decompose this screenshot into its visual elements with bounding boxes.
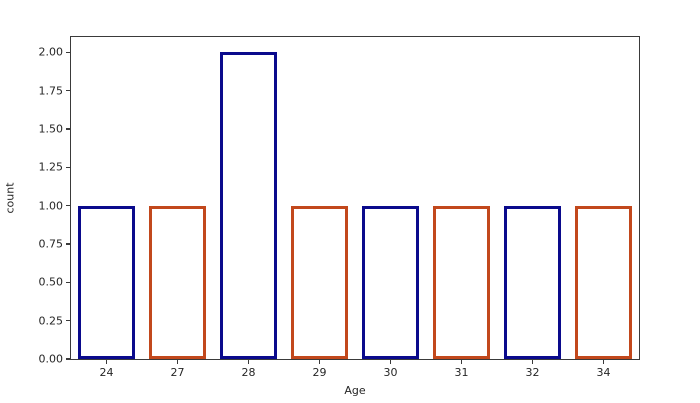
y-tick-mark: [66, 90, 70, 92]
bar-31: [433, 205, 490, 359]
bar-34: [575, 205, 632, 359]
x-tick-label: 30: [383, 366, 398, 379]
x-tick-mark: [176, 360, 179, 364]
x-tick-mark: [531, 360, 534, 364]
bar-30: [362, 205, 419, 359]
y-tick-label: 0.75: [38, 237, 64, 251]
x-axis-label: Age: [344, 384, 366, 397]
y-tick-label: 1.25: [38, 160, 64, 174]
x-tick-label: 34: [596, 366, 611, 379]
x-tick-mark: [318, 360, 321, 364]
bar-27: [149, 205, 206, 359]
x-tick-mark: [602, 360, 605, 364]
y-tick-label: 1.75: [38, 84, 64, 98]
x-tick-label: 32: [525, 366, 540, 379]
y-tick-mark: [66, 281, 70, 283]
x-tick-label: 31: [454, 366, 469, 379]
y-tick-mark: [66, 243, 70, 245]
y-tick-mark: [66, 358, 70, 360]
x-tick-mark: [389, 360, 392, 364]
x-tick-label: 29: [312, 366, 327, 379]
y-axis-label: count: [3, 182, 17, 214]
y-tick-label: 2.00: [38, 45, 64, 59]
x-tick-mark: [105, 360, 108, 364]
y-tick-label: 1.50: [38, 122, 64, 136]
y-tick-mark: [66, 128, 70, 130]
y-tick-mark: [66, 320, 70, 322]
bar-32: [504, 205, 561, 359]
x-tick-mark: [247, 360, 250, 364]
y-tick-mark: [66, 51, 70, 53]
y-tick-label: 0.50: [38, 275, 64, 289]
y-tick-mark: [66, 166, 70, 168]
bar-28: [220, 52, 277, 359]
y-tick-mark: [66, 205, 70, 207]
x-tick-label: 24: [99, 366, 114, 379]
plot-area: 0.00 0.25 0.50 0.75 1.00 1.25 1.50 1.75 2.00 24 27…: [39, 36, 640, 378]
bar-24: [78, 205, 135, 359]
x-tick-mark: [460, 360, 463, 364]
y-tick-label: 0.00: [38, 352, 64, 366]
y-tick-label: 0.25: [38, 314, 64, 328]
x-tick-label: 27: [170, 366, 185, 379]
x-tick-label: 28: [241, 366, 256, 379]
y-tick-label: 1.00: [38, 199, 64, 213]
bar-29: [291, 205, 348, 359]
